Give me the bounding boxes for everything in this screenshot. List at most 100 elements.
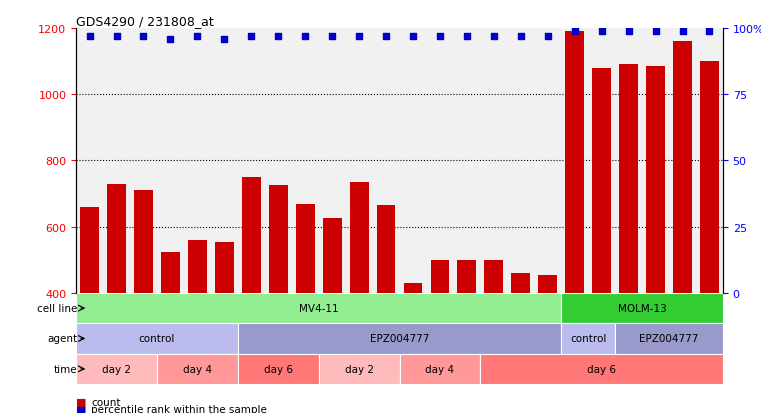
Bar	[107, 184, 126, 413]
Point	[164, 36, 177, 43]
Bar	[619, 65, 638, 413]
Point	[434, 33, 446, 40]
Bar	[400, 354, 480, 384]
Bar	[615, 29, 642, 293]
Bar	[377, 206, 396, 413]
Text: percentile rank within the sample: percentile rank within the sample	[91, 404, 267, 413]
Bar	[237, 29, 265, 293]
Point	[299, 33, 311, 40]
Text: control: control	[570, 334, 607, 344]
Bar	[454, 29, 480, 293]
Bar	[237, 323, 561, 354]
Text: count: count	[91, 397, 121, 407]
Point	[110, 33, 123, 40]
Bar	[242, 178, 261, 413]
Bar	[134, 191, 153, 413]
Text: MV4-11: MV4-11	[299, 304, 339, 313]
Point	[138, 33, 150, 40]
Point	[272, 33, 285, 40]
Bar	[76, 354, 157, 384]
Bar	[237, 354, 319, 384]
Bar	[700, 62, 719, 413]
Point	[703, 28, 715, 35]
Text: agent: agent	[47, 334, 78, 344]
Point	[677, 28, 689, 35]
Text: day 6: day 6	[264, 364, 293, 374]
Text: EPZ004777: EPZ004777	[639, 334, 699, 344]
Bar	[80, 207, 99, 413]
Bar	[157, 354, 237, 384]
Bar	[296, 205, 314, 413]
Bar	[349, 183, 368, 413]
Point	[84, 33, 96, 40]
Bar	[319, 354, 400, 384]
Point	[514, 33, 527, 40]
Text: control: control	[139, 334, 175, 344]
Bar	[130, 29, 157, 293]
Text: MOLM-13: MOLM-13	[618, 304, 667, 313]
Bar	[646, 67, 665, 413]
Bar	[592, 69, 611, 413]
Point	[380, 33, 392, 40]
Bar	[323, 219, 342, 413]
Point	[488, 33, 500, 40]
Point	[353, 33, 365, 40]
Point	[326, 33, 338, 40]
Bar	[291, 29, 319, 293]
Bar	[457, 260, 476, 413]
Bar	[184, 29, 211, 293]
Bar	[508, 29, 534, 293]
Bar	[319, 29, 345, 293]
Bar	[188, 240, 207, 413]
Text: day 2: day 2	[345, 364, 374, 374]
Bar	[345, 29, 373, 293]
Bar	[76, 323, 237, 354]
Bar	[269, 186, 288, 413]
Text: day 4: day 4	[425, 364, 454, 374]
Bar	[480, 29, 508, 293]
Bar	[400, 29, 426, 293]
Bar	[76, 293, 561, 323]
Point	[542, 33, 554, 40]
Bar	[161, 252, 180, 413]
Bar	[588, 29, 615, 293]
Point	[191, 33, 203, 40]
Text: GDS4290 / 231808_at: GDS4290 / 231808_at	[76, 15, 214, 28]
Bar	[673, 42, 692, 413]
Point	[622, 28, 635, 35]
Bar	[561, 293, 723, 323]
Bar	[215, 242, 234, 413]
Bar	[538, 275, 557, 413]
Bar	[103, 29, 130, 293]
Bar	[511, 273, 530, 413]
Point	[649, 28, 661, 35]
Bar	[403, 283, 422, 413]
Bar	[565, 32, 584, 413]
Text: ■: ■	[76, 397, 87, 407]
Bar	[431, 260, 450, 413]
Bar	[615, 323, 723, 354]
Point	[461, 33, 473, 40]
Bar	[561, 323, 615, 354]
Point	[568, 28, 581, 35]
Point	[407, 33, 419, 40]
Text: day 4: day 4	[183, 364, 212, 374]
Text: cell line: cell line	[37, 304, 78, 313]
Text: ■: ■	[76, 404, 87, 413]
Bar	[76, 29, 103, 293]
Text: EPZ004777: EPZ004777	[370, 334, 429, 344]
Bar	[480, 354, 723, 384]
Bar	[373, 29, 400, 293]
Point	[596, 28, 608, 35]
Bar	[265, 29, 291, 293]
Bar	[696, 29, 723, 293]
Bar	[426, 29, 454, 293]
Point	[245, 33, 257, 40]
Bar	[669, 29, 696, 293]
Point	[218, 36, 231, 43]
Bar	[561, 29, 588, 293]
Text: day 2: day 2	[102, 364, 131, 374]
Bar	[642, 29, 669, 293]
Bar	[534, 29, 561, 293]
Bar	[211, 29, 237, 293]
